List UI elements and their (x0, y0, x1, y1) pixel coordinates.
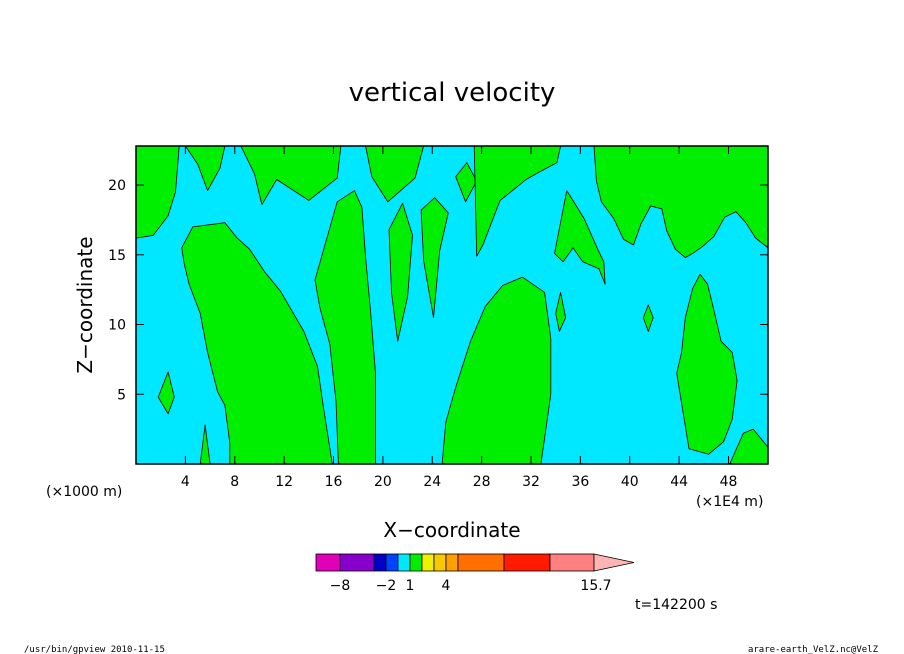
plot-area (135, 145, 769, 465)
colorbar-segment (421, 553, 435, 572)
x-unit-left: (×1000 m) (46, 484, 122, 500)
contour-region-17 (157, 371, 175, 415)
colorbar-segment (409, 553, 423, 572)
contour-region-13 (593, 146, 768, 259)
colorbar-tick-labels: −8 −2 1 4 15.7 (330, 578, 612, 594)
colorbar (315, 553, 635, 572)
contour-region-6 (388, 202, 413, 342)
footer-left: /usr/bin/gpview 2010-11-15 (24, 645, 165, 654)
colorbar-arrow (593, 553, 635, 572)
y-tick-label: 20 (108, 178, 126, 194)
colorbar-segment (549, 553, 595, 572)
x-axis-ticks: 4 8 12 16 20 24 28 32 36 40 44 48 (181, 146, 738, 490)
x-tick-label: 44 (670, 474, 688, 490)
colorbar-tick-label: −8 (330, 578, 351, 594)
colorbar-segment (457, 553, 505, 572)
colorbar-segment (445, 553, 459, 572)
colorbar-segment (433, 553, 447, 572)
contour-region-14 (676, 273, 738, 455)
y-axis-label: Z−coordinate (73, 236, 97, 373)
chart-title: vertical velocity (349, 78, 556, 108)
contour-region-3 (181, 222, 333, 464)
x-tick-label: 12 (275, 474, 293, 490)
contour-region-1 (184, 146, 226, 192)
contour-region-18 (199, 424, 211, 464)
colorbar-segment (373, 553, 387, 572)
contour-region-9 (473, 146, 561, 257)
x-axis-label: X−coordinate (383, 518, 520, 542)
velocity-regions (136, 146, 768, 464)
x-tick-label: 20 (374, 474, 392, 490)
contour-region-0 (136, 146, 180, 239)
x-tick-label: 28 (473, 474, 491, 490)
contour-region-15 (729, 428, 768, 464)
y-tick-label: 15 (108, 248, 126, 264)
colorbar-segment (503, 553, 551, 572)
contour-region-7 (420, 197, 449, 319)
contour-region-12 (554, 190, 606, 285)
x-tick-label: 40 (621, 474, 639, 490)
colorbar-tick-label: 15.7 (580, 578, 611, 594)
x-tick-label: 8 (230, 474, 239, 490)
plot-frame (135, 145, 769, 465)
colorbar-tick-label: −2 (376, 578, 397, 594)
colorbar-segment (397, 553, 411, 572)
x-tick-label: 32 (522, 474, 540, 490)
contour-region-4 (314, 190, 376, 464)
colorbar-tick-label: 4 (442, 578, 451, 594)
contour-region-11 (555, 291, 566, 332)
contour-region-5 (365, 146, 425, 203)
x-tick-label: 24 (423, 474, 441, 490)
contour-region-16 (642, 304, 654, 332)
x-tick-label: 48 (720, 474, 738, 490)
colorbar-segment (315, 553, 341, 572)
contour-region-2 (240, 146, 342, 206)
y-tick-label: 10 (108, 318, 126, 334)
time-label: t=142200 s (635, 597, 717, 613)
x-tick-label: 4 (181, 474, 190, 490)
colorbar-segment (385, 553, 399, 572)
x-tick-label: 16 (325, 474, 343, 490)
y-tick-label: 5 (117, 387, 126, 403)
colorbar-tick-label: 1 (406, 578, 415, 594)
colorbar-segment (339, 553, 375, 572)
x-unit-right: (×1E4 m) (696, 494, 763, 510)
x-tick-label: 36 (571, 474, 589, 490)
footer-right: arare-earth_VelZ.nc@VelZ (748, 645, 879, 654)
contour-region-10 (441, 276, 552, 464)
y-axis-ticks: 5 10 15 20 (108, 178, 768, 403)
